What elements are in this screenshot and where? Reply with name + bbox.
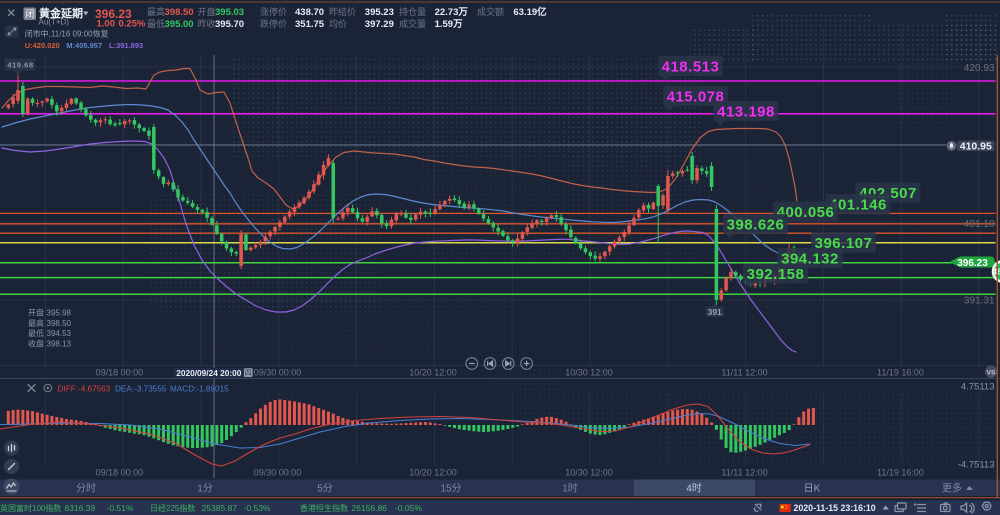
svg-text:黄金延期: 黄金延期 [39, 6, 83, 20]
svg-text:395.70: 395.70 [215, 19, 244, 30]
svg-text:10/20 12:00: 10/20 12:00 [409, 367, 457, 377]
svg-text:63.19亿: 63.19亿 [513, 6, 547, 18]
svg-text:DEA:-3.73555: DEA:-3.73555 [115, 384, 167, 393]
svg-text:最高: 最高 [147, 6, 165, 17]
svg-text:1.59万: 1.59万 [435, 19, 463, 30]
svg-text:401.10: 401.10 [964, 219, 995, 230]
svg-text:401.146: 401.146 [829, 197, 887, 214]
svg-text:均价: 均价 [329, 18, 347, 29]
svg-text:09/30 00:00: 09/30 00:00 [254, 367, 302, 377]
svg-text:10/30 12:00: 10/30 12:00 [565, 467, 613, 477]
svg-text:成交量: 成交量 [399, 18, 426, 29]
svg-text:四: 四 [245, 369, 252, 377]
svg-text:395.00: 395.00 [165, 19, 194, 30]
svg-text:46: 46 [993, 268, 1000, 277]
svg-text:最高: 最高 [28, 318, 44, 328]
svg-text:394.132: 394.132 [781, 251, 839, 268]
svg-text:396.23: 396.23 [957, 258, 988, 269]
svg-text:396.23: 396.23 [95, 7, 132, 21]
svg-text:400.056: 400.056 [777, 204, 835, 221]
svg-text:394.53: 394.53 [47, 329, 72, 338]
svg-text:U:420.020: U:420.020 [25, 41, 60, 50]
svg-text:VS: VS [987, 370, 996, 377]
svg-text:11/19 16:00: 11/19 16:00 [877, 467, 924, 477]
svg-text:398.626: 398.626 [727, 217, 785, 234]
svg-text:DIFF:-4.67563: DIFF:-4.67563 [58, 384, 111, 393]
svg-text:最低: 最低 [147, 18, 165, 29]
svg-text:英国富时100指数: 英国富时100指数 [0, 503, 61, 513]
svg-text:分时: 分时 [76, 483, 96, 495]
svg-text:-0.05%: -0.05% [395, 503, 422, 513]
svg-text:391.31: 391.31 [964, 295, 995, 306]
svg-text:09/18 00:00: 09/18 00:00 [96, 467, 144, 477]
svg-text:5分: 5分 [317, 483, 333, 495]
svg-text:1分: 1分 [197, 483, 213, 495]
svg-text:更多: 更多 [942, 482, 962, 495]
svg-text:1.00: 1.00 [97, 19, 116, 30]
svg-text:最低: 最低 [28, 328, 44, 338]
svg-text:6316.39: 6316.39 [65, 503, 96, 513]
svg-text:415.078: 415.078 [667, 89, 725, 106]
svg-text:闭市中,11/16 09:00恢复: 闭市中,11/16 09:00恢复 [25, 28, 109, 38]
svg-text:392.158: 392.158 [747, 266, 805, 283]
svg-text:10/20 12:00: 10/20 12:00 [409, 467, 457, 477]
svg-text:391: 391 [708, 307, 722, 317]
svg-text:-4.75113: -4.75113 [958, 460, 995, 471]
svg-text:2020-11-15 23:16:10: 2020-11-15 23:16:10 [794, 503, 876, 513]
svg-text:0.25%: 0.25% [119, 19, 146, 30]
svg-text:395.98: 395.98 [47, 309, 72, 318]
svg-text:MACD:-1.88015: MACD:-1.88015 [170, 384, 229, 393]
svg-text:25385.87: 25385.87 [202, 503, 238, 513]
svg-text:09/30 00:00: 09/30 00:00 [254, 467, 302, 477]
svg-text:昨收: 昨收 [198, 18, 216, 29]
svg-text:跌停价: 跌停价 [260, 18, 287, 29]
svg-text:420.93: 420.93 [964, 63, 995, 74]
svg-text:351.75: 351.75 [295, 19, 325, 30]
svg-text:11/19 16:00: 11/19 16:00 [877, 367, 924, 377]
svg-text:410.95: 410.95 [960, 141, 992, 153]
svg-text:398.50: 398.50 [165, 7, 194, 18]
svg-text:昨结价: 昨结价 [329, 6, 356, 17]
svg-text:-0.51%: -0.51% [107, 503, 134, 513]
svg-text:持仓量: 持仓量 [399, 6, 426, 17]
svg-text:398.50: 398.50 [47, 319, 72, 328]
svg-text:开盘: 开盘 [198, 6, 216, 17]
svg-text:22.73万: 22.73万 [435, 7, 469, 18]
svg-text:涨停价: 涨停价 [260, 6, 287, 17]
svg-text:413.198: 413.198 [717, 104, 775, 121]
svg-text:398.13: 398.13 [47, 339, 72, 348]
svg-text:15分: 15分 [440, 483, 461, 495]
svg-text:419.68: 419.68 [7, 60, 34, 69]
svg-text:1时: 1时 [562, 483, 578, 495]
svg-text:成交额: 成交额 [477, 6, 504, 17]
svg-text:日经225指数: 日经225指数 [150, 503, 195, 513]
svg-text:M:405.957: M:405.957 [66, 41, 102, 50]
svg-text:日K: 日K [804, 484, 821, 495]
svg-text:396.107: 396.107 [815, 235, 873, 252]
svg-text:-0.53%: -0.53% [244, 503, 271, 513]
svg-text:L:391.893: L:391.893 [109, 41, 143, 50]
svg-text:397.29: 397.29 [365, 19, 394, 30]
svg-text:395.23: 395.23 [365, 7, 394, 18]
svg-text:4时: 4时 [686, 483, 702, 495]
svg-text:收盘: 收盘 [28, 338, 44, 348]
svg-text:Au(T+D): Au(T+D) [39, 18, 70, 27]
svg-text:11/11 12:00: 11/11 12:00 [721, 367, 767, 377]
svg-text:4.75113: 4.75113 [961, 382, 995, 393]
svg-text:香港恒生指数: 香港恒生指数 [300, 503, 348, 513]
svg-text:418.513: 418.513 [662, 59, 720, 76]
svg-text:11/11 12:00: 11/11 12:00 [721, 467, 767, 477]
svg-text:26156.86: 26156.86 [352, 503, 388, 513]
svg-text:09/18 00:00: 09/18 00:00 [96, 367, 144, 377]
svg-text:438.70: 438.70 [295, 7, 324, 18]
svg-text:395.03: 395.03 [215, 7, 244, 18]
svg-text:开盘: 开盘 [28, 308, 44, 318]
svg-text:2020/09/24 20:00: 2020/09/24 20:00 [176, 368, 241, 378]
svg-text:10/30 12:00: 10/30 12:00 [565, 367, 613, 377]
svg-text:闭: 闭 [25, 8, 34, 19]
